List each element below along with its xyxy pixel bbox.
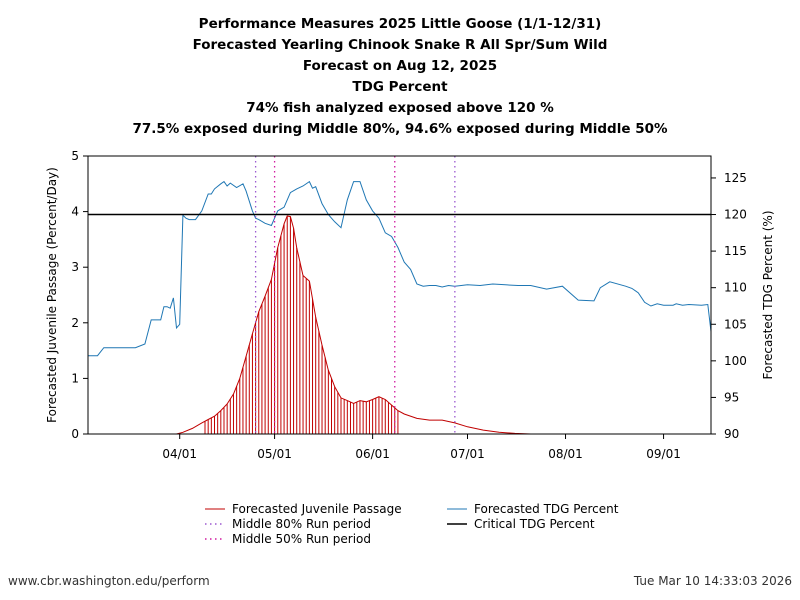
chart-title-1: Performance Measures 2025 Little Goose (…: [198, 16, 602, 32]
chart-title-6: 77.5% exposed during Middle 80%, 94.6% e…: [132, 121, 668, 137]
y-right-tick-label: 110: [724, 281, 747, 295]
passage-series-line: [176, 215, 594, 435]
chart-title-2: Forecasted Yearling Chinook Snake R All …: [192, 37, 608, 53]
chart-title-5: 74% fish analyzed exposed above 120 %: [246, 100, 554, 116]
legend-label: Middle 80% Run period: [232, 517, 371, 531]
x-tick-label: 06/01: [355, 447, 390, 461]
y-right-tick-label: 120: [724, 208, 747, 222]
plot-frame: [87, 155, 712, 435]
footer-timestamp: Tue Mar 10 14:33:03 2026: [633, 574, 792, 588]
legend-label: Critical TDG Percent: [474, 517, 595, 531]
legend-label: Middle 50% Run period: [232, 532, 371, 546]
chart-titles: Performance Measures 2025 Little Goose (…: [0, 14, 800, 140]
y-right-tick-label: 125: [724, 171, 747, 185]
y-left-tick-label: 4: [71, 205, 79, 219]
passage-line-group: [176, 215, 594, 435]
x-tick-label: 07/01: [450, 447, 485, 461]
x-tick-label: 08/01: [548, 447, 583, 461]
y-right-tick-label: 100: [724, 354, 747, 368]
legend: Forecasted Juvenile Passage Forecasted TD…: [205, 502, 619, 546]
passage-hatch-group: [204, 216, 399, 434]
x-tick-label: 09/01: [646, 447, 681, 461]
chart-title-3: Forecast on Aug 12, 2025: [302, 58, 498, 74]
y-left-tick-label: 0: [71, 427, 79, 441]
y-right-tick-label: 115: [724, 244, 747, 258]
y-left-tick-label: 5: [71, 149, 79, 163]
y-right-tick-label: 90: [724, 427, 739, 441]
legend-label: Forecasted Juvenile Passage: [232, 502, 402, 516]
y-right-axis-label: Forecasted TDG Percent (%): [761, 210, 775, 379]
footer-url[interactable]: www.cbr.washington.edu/perform: [8, 574, 210, 588]
x-tick-label: 05/01: [257, 447, 292, 461]
tdg-series-line: [88, 180, 712, 357]
y-left-tick-label: 2: [71, 316, 79, 330]
tdg-line-group: [88, 180, 712, 357]
legend-label: Forecasted TDG Percent: [474, 502, 619, 516]
y-right-tick-label: 95: [724, 390, 739, 404]
y-left-tick-label: 1: [71, 371, 79, 385]
axes-group: 0 1 2 3 4 5 90 95 100 105 110 115 120 125 04/01 05/01 06…: [71, 149, 747, 461]
y-left-tick-label: 3: [71, 260, 79, 274]
run-period-lines: [254, 156, 456, 434]
x-tick-label: 04/01: [162, 447, 197, 461]
y-right-tick-label: 105: [724, 317, 747, 331]
chart-title-4: TDG Percent: [352, 79, 448, 95]
y-left-axis-label: Forecasted Juvenile Passage (Percent/Day…: [45, 167, 59, 423]
